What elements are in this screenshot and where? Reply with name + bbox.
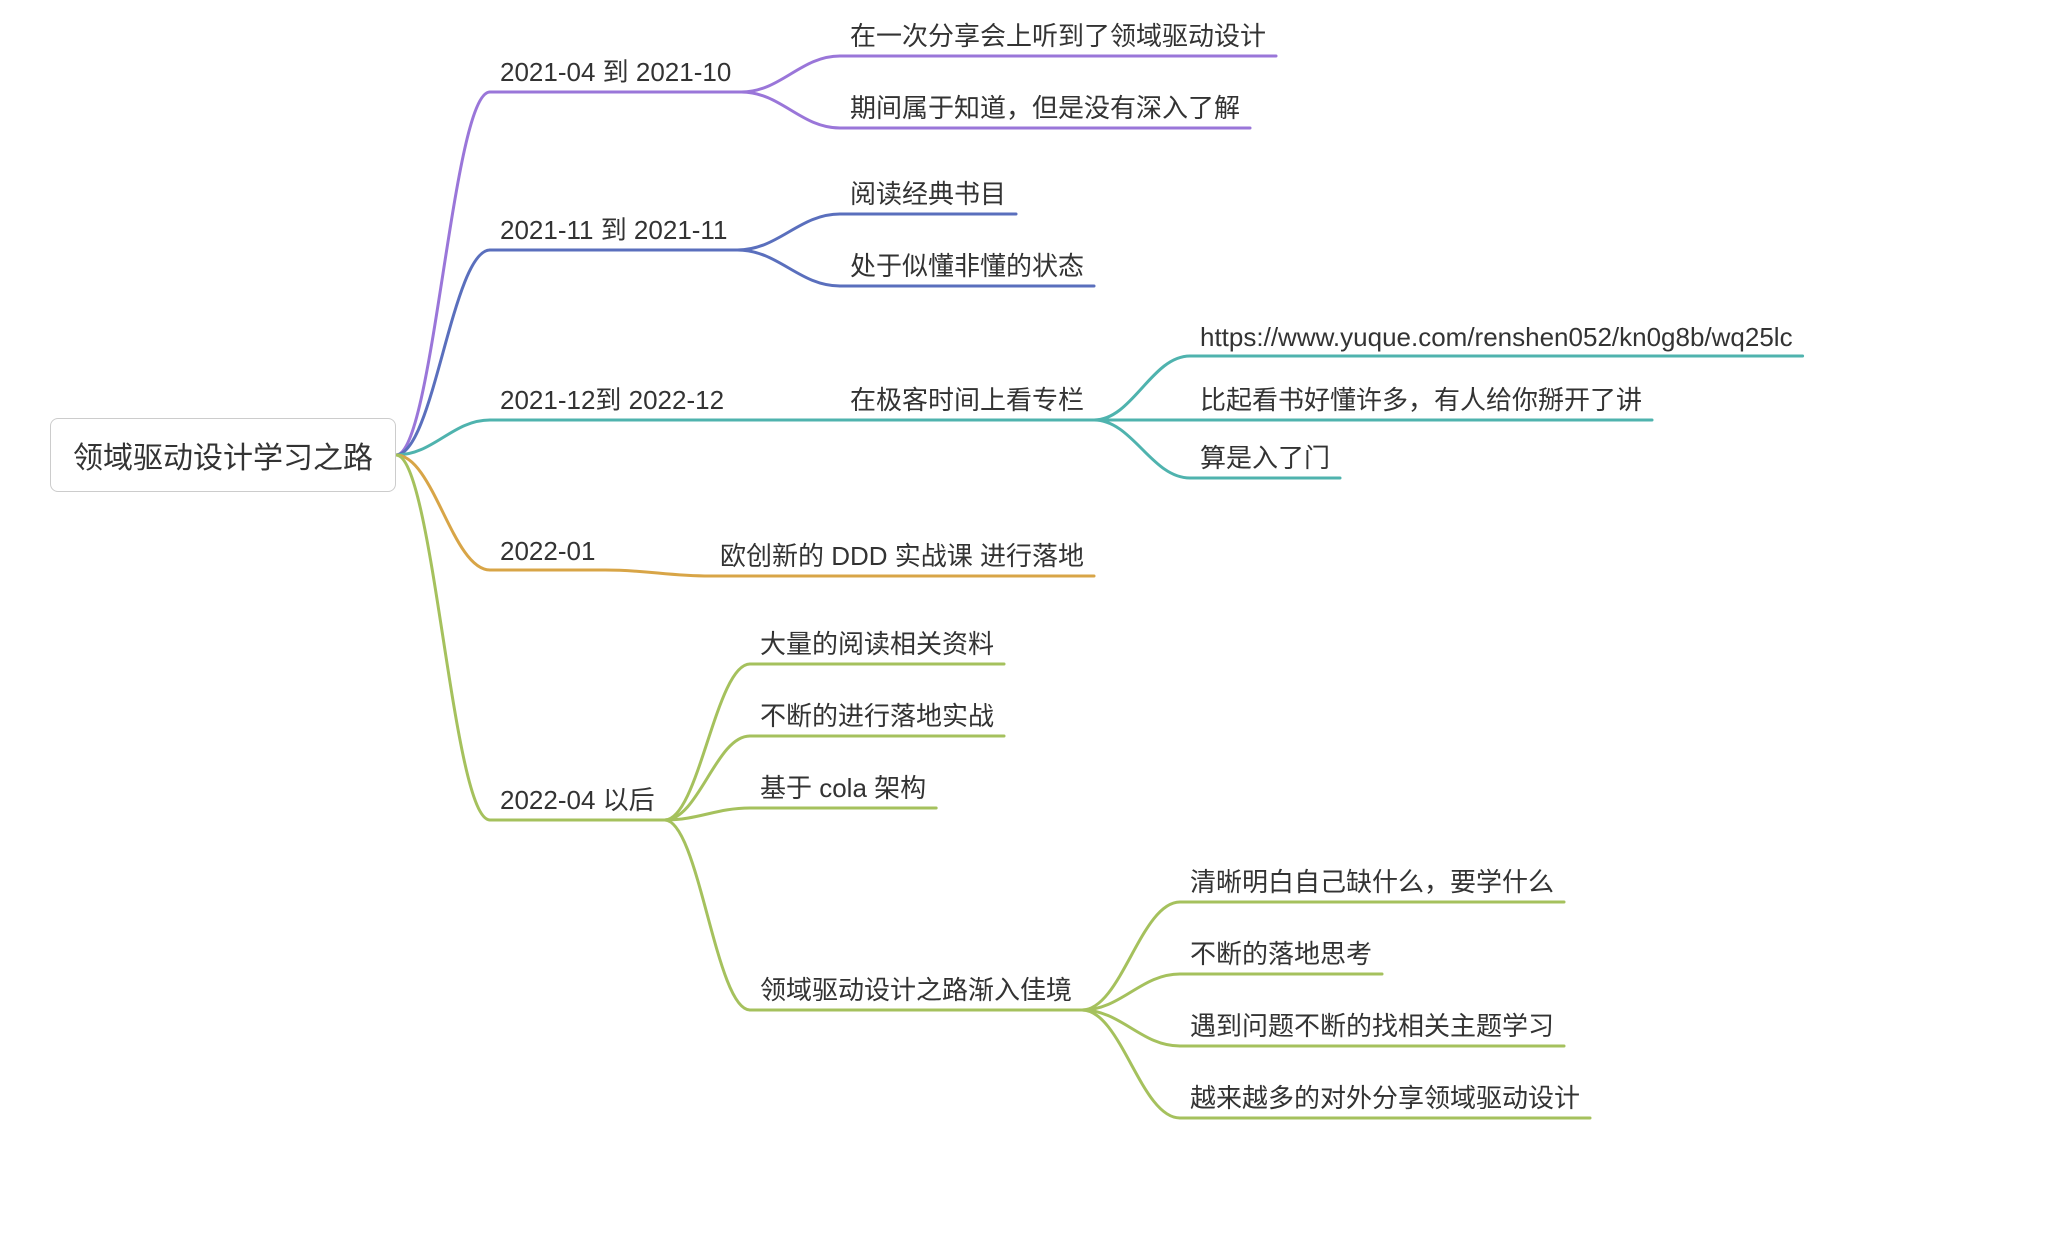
mindmap-node[interactable]: 在一次分享会上听到了领域驱动设计 [850,16,1266,53]
mindmap-node[interactable]: 欧创新的 DDD 实战课 进行落地 [720,536,1084,573]
mindmap-stage: 领域驱动设计学习之路 2021-04 到 2021-10 在一次分享会上听到了领域驱… [0,0,2072,1242]
mindmap-node[interactable]: 不断的进行落地实战 [760,696,994,733]
mindmap-node[interactable]: 2021-12到 2022-12 [500,380,724,417]
mindmap-node[interactable]: 清晰明白自己缺什么，要学什么 [1190,862,1554,899]
mindmap-node[interactable]: 处于似懂非懂的状态 [850,246,1084,283]
mindmap-node[interactable]: 阅读经典书目 [850,174,1006,211]
mindmap-node[interactable]: 2022-01 [500,536,595,567]
mindmap-node[interactable]: 不断的落地思考 [1190,934,1372,971]
mindmap-node[interactable]: 2021-11 到 2021-11 [500,210,727,247]
mindmap-node[interactable]: 在极客时间上看专栏 [850,380,1084,417]
mindmap-node[interactable]: 遇到问题不断的找相关主题学习 [1190,1006,1554,1043]
mindmap-node[interactable]: 2022-04 以后 [500,780,655,817]
mindmap-links [0,0,2072,1242]
mindmap-node[interactable]: 2021-04 到 2021-10 [500,52,731,89]
mindmap-node[interactable]: https://www.yuque.com/renshen052/kn0g8b/… [1200,322,1793,353]
mindmap-node[interactable]: 比起看书好懂许多，有人给你掰开了讲 [1200,380,1642,417]
mindmap-node[interactable]: 大量的阅读相关资料 [760,624,994,661]
mindmap-node[interactable]: 基于 cola 架构 [760,768,926,805]
mindmap-node[interactable]: 越来越多的对外分享领域驱动设计 [1190,1078,1580,1115]
mindmap-node[interactable]: 领域驱动设计之路渐入佳境 [760,970,1072,1007]
mindmap-root-node[interactable]: 领域驱动设计学习之路 [50,418,396,492]
mindmap-node[interactable]: 算是入了门 [1200,438,1330,475]
mindmap-node[interactable]: 期间属于知道，但是没有深入了解 [850,88,1240,125]
